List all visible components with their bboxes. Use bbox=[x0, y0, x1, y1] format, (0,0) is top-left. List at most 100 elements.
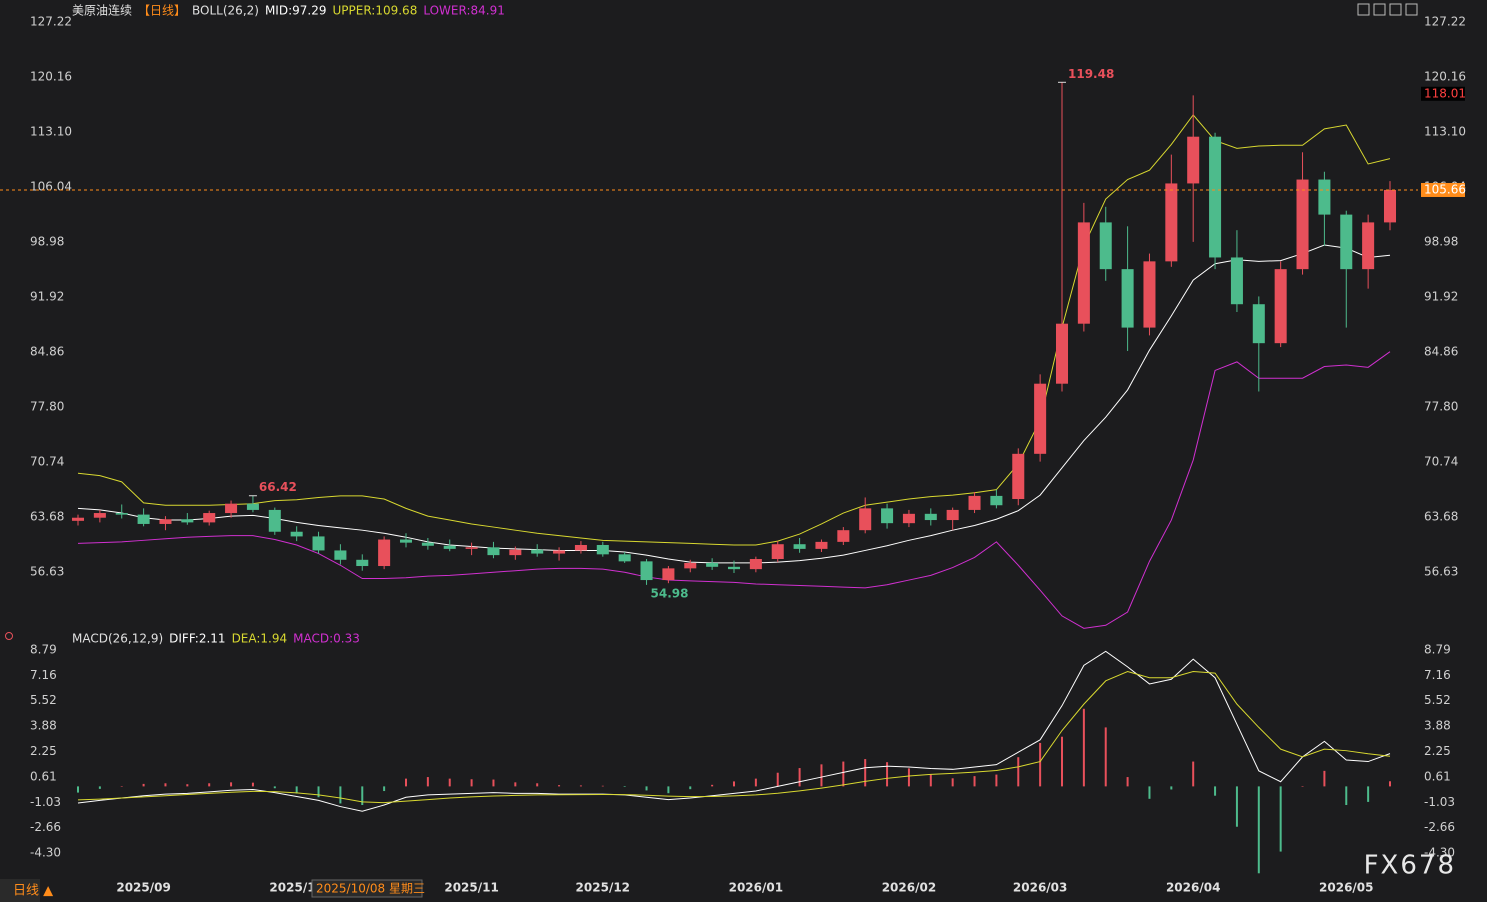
y-tick-label: 120.16 bbox=[30, 69, 72, 83]
y-tick-label-right: 98.98 bbox=[1424, 235, 1458, 249]
macd-bar bbox=[667, 786, 670, 794]
candle-body bbox=[115, 513, 128, 515]
line-series bbox=[77, 351, 1391, 629]
macd-bar bbox=[383, 786, 386, 792]
tool-icon[interactable] bbox=[1389, 3, 1402, 16]
y-tick-label-right: 8.79 bbox=[1424, 642, 1451, 656]
macd-bar bbox=[448, 778, 451, 787]
y-tick-label-right: 70.74 bbox=[1424, 455, 1458, 469]
macd-bar bbox=[776, 772, 779, 787]
legend-entry: 美原油连续 bbox=[72, 3, 132, 18]
macd-bar bbox=[1367, 786, 1370, 802]
crosshair-date: 2025/10/08 星期三 bbox=[316, 882, 425, 896]
candle-body bbox=[1252, 304, 1265, 344]
candle-body bbox=[334, 550, 347, 560]
macd-bar bbox=[251, 782, 254, 787]
y-tick-label-right: 7.16 bbox=[1424, 668, 1451, 682]
macd-bar bbox=[317, 786, 320, 798]
candle-body bbox=[574, 544, 587, 551]
y-tick-label: 2.25 bbox=[30, 744, 57, 758]
candle-body bbox=[246, 503, 259, 510]
period-button[interactable]: 日线 ▲ bbox=[13, 884, 53, 899]
y-tick-label-right: 63.68 bbox=[1424, 510, 1458, 524]
macd-bar bbox=[645, 786, 648, 791]
candle-body bbox=[1012, 453, 1025, 500]
macd-bar bbox=[579, 785, 582, 787]
period-button-bg[interactable] bbox=[0, 879, 40, 902]
tool-icon[interactable] bbox=[1405, 3, 1418, 16]
line-series bbox=[77, 114, 1391, 546]
y-tick-label: 91.92 bbox=[30, 290, 64, 304]
candle-body bbox=[1318, 179, 1331, 215]
candle-body bbox=[1296, 179, 1309, 270]
candle-body bbox=[531, 549, 544, 554]
legend-entry: 【日线】 bbox=[138, 4, 186, 18]
macd-bar bbox=[1214, 786, 1217, 796]
y-tick-label: 127.22 bbox=[30, 14, 72, 28]
macd-bar bbox=[1017, 757, 1020, 787]
high-label: 66.42 bbox=[259, 480, 297, 494]
crosshair-date-bg bbox=[311, 879, 423, 898]
macd-bar bbox=[1061, 736, 1063, 787]
candle-body bbox=[815, 541, 828, 549]
macd-bar bbox=[929, 774, 932, 787]
candle-body bbox=[946, 509, 959, 521]
candle-body bbox=[443, 545, 456, 549]
candle-body bbox=[1274, 269, 1287, 344]
candle-body bbox=[1209, 136, 1222, 258]
candle-body bbox=[618, 554, 631, 562]
candle-body bbox=[706, 562, 719, 567]
candle-body bbox=[312, 536, 325, 551]
candle-body bbox=[640, 561, 653, 581]
y-tick-label-right: 3.88 bbox=[1424, 719, 1451, 733]
macd-bar bbox=[492, 779, 495, 787]
y-tick-label: -1.03 bbox=[30, 795, 61, 809]
macd-bar bbox=[405, 778, 407, 787]
y-tick-label-right: 56.63 bbox=[1424, 565, 1458, 579]
candle-body bbox=[902, 513, 915, 524]
macd-bar bbox=[536, 783, 539, 787]
y-tick-label-right: -4.30 bbox=[1424, 846, 1455, 860]
y-tick-label: 0.61 bbox=[30, 769, 57, 783]
candle-body bbox=[1055, 323, 1069, 384]
y-tick-label: 63.68 bbox=[30, 510, 64, 524]
macd-bar bbox=[689, 786, 692, 790]
legend-entry: MID:97.29 bbox=[265, 4, 327, 18]
macd-bar bbox=[558, 785, 561, 787]
candle-body bbox=[771, 544, 784, 560]
y-tick-label-right: -1.03 bbox=[1424, 795, 1455, 809]
marker-tag: 118.01 bbox=[1424, 86, 1466, 100]
candle-body bbox=[662, 568, 675, 581]
macd-bar bbox=[1279, 786, 1282, 852]
legend-entry: MACD:0.33 bbox=[293, 632, 360, 646]
tool-icon[interactable] bbox=[1357, 3, 1370, 16]
legend-entry: LOWER:84.91 bbox=[423, 4, 505, 18]
macd-bar bbox=[601, 785, 604, 787]
macd-bar bbox=[470, 779, 473, 787]
candle-body bbox=[465, 547, 478, 549]
candle-body bbox=[553, 550, 566, 554]
y-tick-label: 70.74 bbox=[30, 455, 64, 469]
macd-bar bbox=[1148, 786, 1151, 799]
macd-bar bbox=[995, 774, 998, 787]
macd-bar bbox=[339, 786, 342, 804]
candle-body bbox=[487, 547, 500, 556]
macd-bar bbox=[951, 778, 954, 787]
candle-body bbox=[93, 513, 106, 518]
y-tick-label-right: 2.25 bbox=[1424, 744, 1451, 758]
legend-entry: DEA:1.94 bbox=[232, 632, 288, 646]
macd-bar bbox=[907, 768, 910, 787]
y-tick-label-right: 5.52 bbox=[1424, 693, 1451, 707]
x-tick-label: 2026/02 bbox=[882, 881, 936, 895]
legend-entry: MACD(26,12,9) bbox=[72, 632, 163, 646]
y-tick-label: 8.79 bbox=[30, 642, 57, 656]
tool-icon[interactable] bbox=[1373, 3, 1386, 16]
candle-body bbox=[1165, 183, 1178, 262]
candle-body bbox=[1340, 214, 1353, 270]
x-tick-label: 2026/03 bbox=[1013, 881, 1067, 895]
y-tick-label: 84.86 bbox=[30, 345, 64, 359]
candle-body bbox=[1034, 383, 1047, 454]
macd-bar bbox=[623, 786, 626, 788]
candle-body bbox=[378, 539, 391, 567]
